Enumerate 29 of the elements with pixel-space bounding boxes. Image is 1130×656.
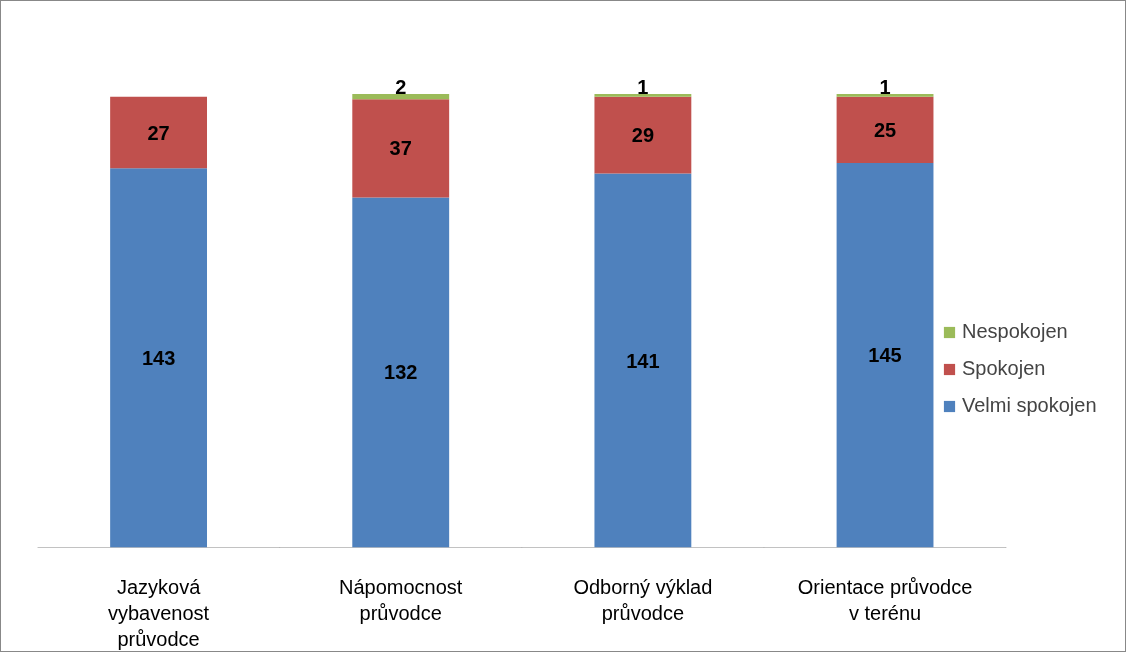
bar	[836, 96, 934, 163]
legend-label: Spokojen	[962, 357, 1046, 380]
data-label: 141	[626, 349, 660, 372]
bar	[836, 94, 934, 97]
data-label: 29	[631, 124, 655, 147]
data-label: 1	[879, 76, 891, 99]
data-label: 27	[147, 121, 170, 144]
x-tick-label: Orientace průvodce v terénu	[797, 575, 973, 624]
legend-label: Velmi spokojen	[962, 394, 1097, 417]
bar	[594, 173, 692, 548]
bar	[110, 168, 208, 548]
bar	[352, 99, 450, 198]
data-label: 2	[395, 76, 407, 99]
legend-label: Nespokojen	[962, 320, 1068, 343]
x-tick-label: Odborný výklad průvodce	[573, 575, 713, 624]
x-tick-label: Nápomocnost průvodce	[339, 575, 463, 624]
data-label: 145	[868, 344, 902, 367]
data-label: 25	[873, 118, 897, 141]
bar	[594, 94, 692, 97]
bar	[352, 197, 450, 548]
data-label: 132	[384, 361, 418, 384]
data-label: 1	[637, 76, 649, 99]
data-label: 37	[389, 137, 412, 160]
data-label: 143	[141, 346, 176, 369]
bar	[594, 96, 692, 174]
bar	[836, 163, 934, 548]
x-tick-label: Jazyková vybavenost průvodce	[107, 575, 210, 651]
bar	[352, 94, 450, 100]
bar	[110, 96, 208, 169]
